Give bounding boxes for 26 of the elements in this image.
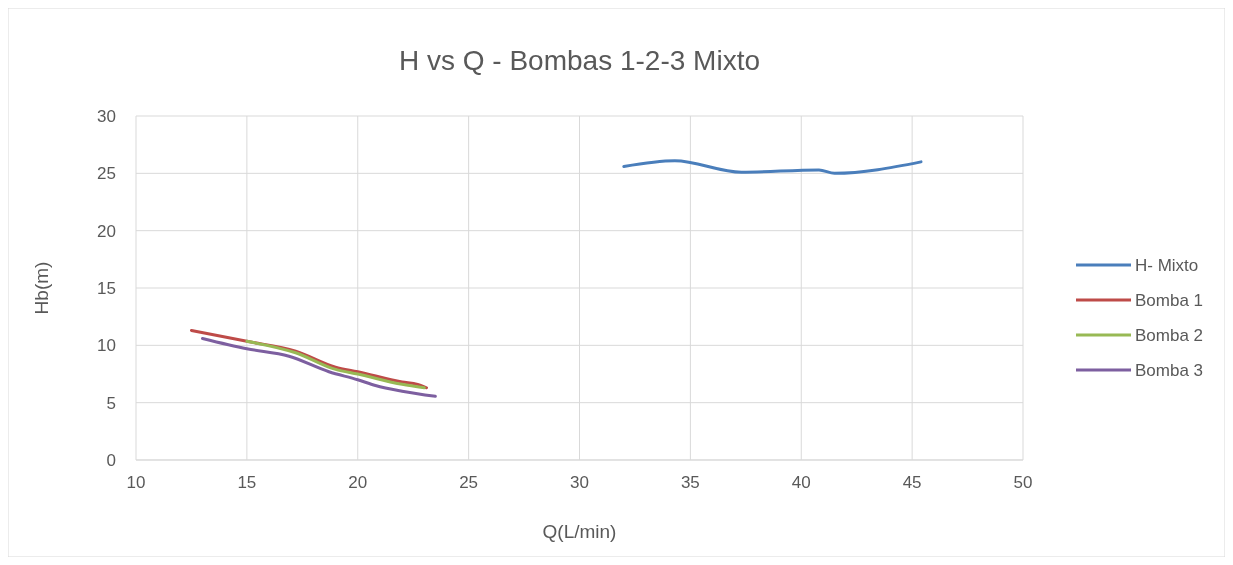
- x-tick-label: 50: [1013, 473, 1033, 492]
- y-tick-label: 20: [97, 221, 116, 241]
- line-series: [245, 339, 426, 390]
- legend-label: H- Mixto: [1135, 256, 1199, 275]
- legend-label: Bomba 1: [1135, 291, 1204, 310]
- legend-label: Bomba 3: [1135, 361, 1204, 380]
- line-series: [201, 336, 437, 398]
- y-tick-label: 30: [97, 107, 116, 126]
- x-tick-label: 25: [459, 473, 479, 492]
- x-axis-title: Q(L/min): [542, 521, 617, 542]
- x-tick-label: 35: [680, 473, 700, 492]
- y-tick-label: 0: [106, 451, 116, 470]
- x-tick-label: 20: [348, 473, 368, 492]
- x-tick-label: 15: [237, 473, 257, 492]
- chart-title: H vs Q - Bombas 1-2-3 Mixto: [399, 45, 760, 76]
- x-tick-label: 40: [791, 473, 811, 492]
- y-axis-title: Hb(m): [31, 261, 52, 315]
- legend-label: Bomba 2: [1135, 326, 1204, 345]
- line-series: [622, 159, 923, 175]
- x-tick-label: 45: [902, 473, 922, 492]
- y-tick-label: 25: [97, 164, 116, 184]
- x-tick-label: 10: [126, 473, 146, 492]
- y-tick-label: 10: [97, 336, 116, 356]
- x-tick-label: 30: [570, 473, 589, 492]
- y-tick-label: 15: [97, 279, 116, 298]
- y-tick-label: 5: [106, 393, 116, 413]
